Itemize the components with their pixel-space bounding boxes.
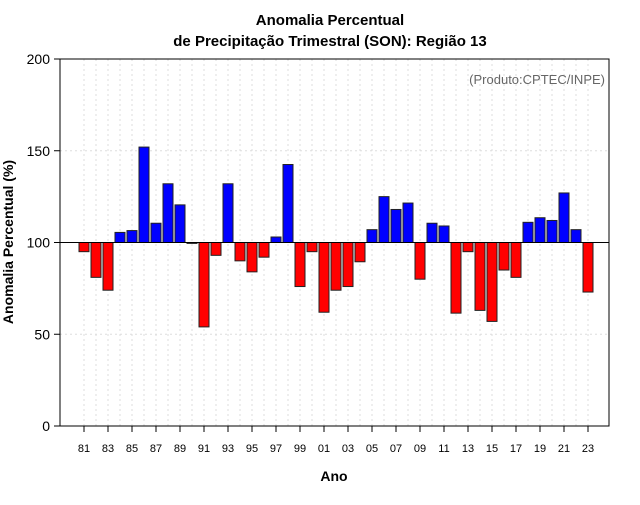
- bar-2000: [306, 242, 318, 253]
- bar-2015: [486, 242, 498, 322]
- x-tick-label: 99: [294, 443, 306, 455]
- bar-2001: [318, 242, 330, 313]
- x-axis: 81 83 85 87 89 91 93 95 97 99 01 03 05 07 09 11 13 15 17 19…: [78, 426, 594, 455]
- bar-2023: [582, 242, 594, 293]
- bar-1994: [234, 242, 246, 262]
- x-tick-label: 01: [318, 443, 330, 455]
- x-tick-label: 93: [222, 443, 234, 455]
- bar-1987: [150, 222, 162, 243]
- bar-2016: [498, 242, 510, 271]
- x-tick-label: 03: [342, 443, 354, 455]
- y-axis: 0 50 100 150 200: [27, 51, 60, 434]
- bar-1991: [198, 242, 210, 328]
- bar-1982: [90, 242, 102, 278]
- x-tick-label: 85: [126, 443, 138, 455]
- bar-2022: [570, 229, 582, 243]
- x-tick-label: 21: [558, 443, 570, 455]
- bar-2008: [402, 202, 414, 243]
- x-tick-label: 05: [366, 443, 378, 455]
- bar-2007: [390, 208, 402, 243]
- bar-2013: [462, 242, 474, 253]
- x-tick-label: 17: [510, 443, 522, 455]
- bar-2010: [426, 222, 438, 243]
- bar-1998: [282, 164, 294, 243]
- y-tick-label: 150: [27, 143, 51, 159]
- bar-1981: [78, 242, 90, 253]
- bar-2012: [450, 242, 462, 314]
- bar-1986: [138, 146, 150, 243]
- bar-1989: [174, 204, 186, 244]
- x-tick-label: 95: [246, 443, 258, 455]
- bar-1993: [222, 183, 234, 243]
- bar-1984: [114, 231, 126, 244]
- chart-title: Anomalia Percentual: [256, 12, 404, 29]
- y-tick-label: 200: [27, 51, 51, 67]
- bar-2006: [378, 196, 390, 243]
- bar-1992: [210, 242, 222, 256]
- x-tick-label: 87: [150, 443, 162, 455]
- bar-1995: [246, 242, 258, 273]
- bar-1983: [102, 242, 114, 291]
- x-tick-label: 19: [534, 443, 546, 455]
- x-tick-label: 83: [102, 443, 114, 455]
- bar-1996: [258, 242, 270, 258]
- x-tick-label: 13: [462, 443, 474, 455]
- bar-1985: [126, 230, 138, 243]
- bar-1997: [270, 236, 282, 243]
- bar-2019: [534, 217, 546, 243]
- bars: [78, 146, 594, 328]
- y-axis-label: Anomalia Percentual (%): [0, 160, 16, 324]
- x-tick-label: 89: [174, 443, 186, 455]
- bar-2017: [510, 242, 522, 278]
- y-tick-label: 100: [27, 235, 51, 251]
- bar-2004: [354, 242, 366, 263]
- bar-2002: [330, 242, 342, 291]
- bar-2005: [366, 229, 378, 243]
- x-tick-label: 09: [414, 443, 426, 455]
- bar-2003: [342, 242, 354, 288]
- bar-2009: [414, 242, 426, 280]
- x-tick-label: 91: [198, 443, 210, 455]
- bar-2020: [546, 219, 558, 243]
- x-tick-label: 97: [270, 443, 282, 455]
- x-axis-label: Ano: [320, 468, 347, 484]
- x-tick-label: 23: [582, 443, 594, 455]
- x-tick-label: 15: [486, 443, 498, 455]
- annotation: (Produto:CPTEC/INPE): [469, 72, 605, 87]
- bar-1999: [294, 242, 306, 288]
- x-tick-label: 11: [438, 443, 449, 455]
- bar-2021: [558, 192, 570, 243]
- chart-subtitle: de Precipitação Trimestral (SON): Região…: [173, 33, 486, 50]
- bar-2011: [438, 225, 450, 243]
- bar-1988: [162, 183, 174, 243]
- x-tick-label: 81: [78, 443, 90, 455]
- y-tick-label: 0: [42, 418, 50, 434]
- x-tick-label: 07: [390, 443, 402, 455]
- y-tick-label: 50: [34, 326, 50, 342]
- bar-2018: [522, 221, 534, 244]
- bar-2014: [474, 242, 486, 311]
